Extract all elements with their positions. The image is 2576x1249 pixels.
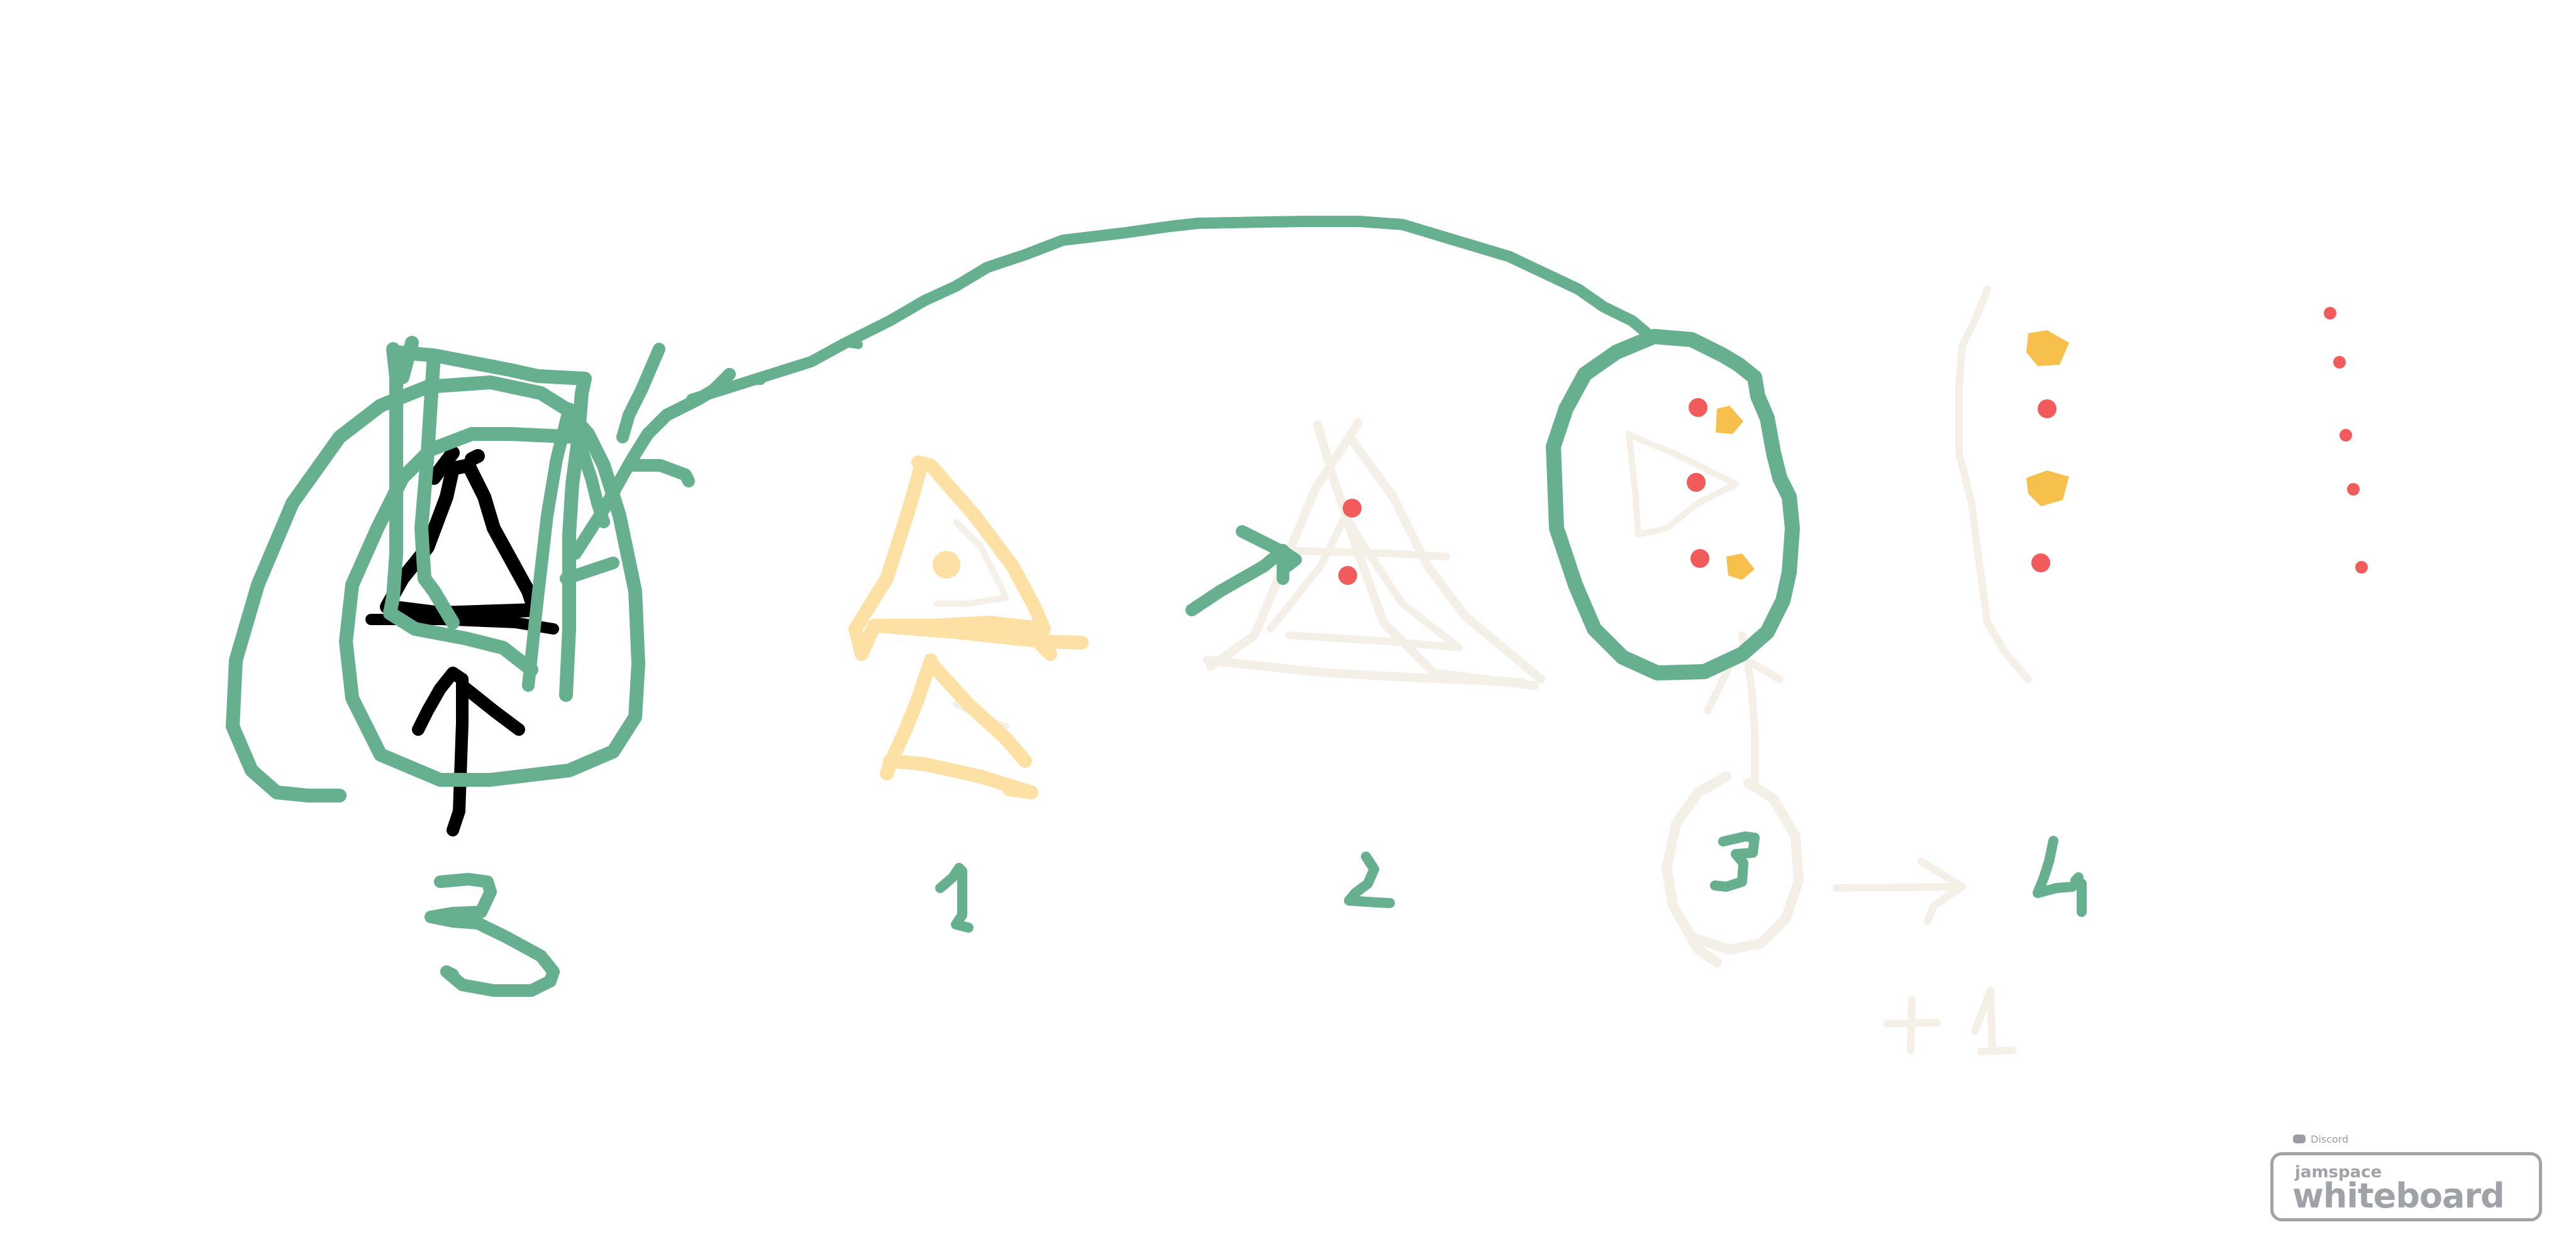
badge-platform-label: Discord xyxy=(2311,1133,2349,1145)
label-two: 2 xyxy=(1365,888,1368,895)
label-three-circled: 3 xyxy=(1733,869,1736,876)
badge-name-large: whiteboard xyxy=(2292,1176,2505,1216)
red-dot xyxy=(2333,356,2346,369)
red-dot xyxy=(2347,483,2360,496)
green-outer-circle xyxy=(226,375,645,802)
peach-triangles xyxy=(848,455,1089,799)
green-arc-tail xyxy=(747,338,863,385)
green-inner-lines xyxy=(522,343,736,692)
green-oval xyxy=(1546,329,1800,680)
red-dot xyxy=(1338,566,1357,585)
faint-circle xyxy=(1662,772,1804,967)
red-dot xyxy=(2340,429,2352,441)
peach-upper-triangle xyxy=(848,455,1089,661)
red-dot xyxy=(1689,398,1707,417)
peach-dot xyxy=(933,551,960,579)
peach-lower-triangle xyxy=(880,653,1038,799)
label-group-three: 3 xyxy=(465,957,469,964)
faint-cone-shape xyxy=(1626,431,1739,538)
jamspace-whiteboard-badge[interactable]: Discord jamspace whiteboard xyxy=(2270,1132,2547,1225)
label-one: 1 xyxy=(950,907,953,914)
orange-dot xyxy=(2026,330,2069,366)
black-arrow xyxy=(412,667,525,836)
green-oval-group xyxy=(1546,329,1800,680)
faint-drawings xyxy=(934,286,2032,1055)
numeral-three-large xyxy=(425,873,560,997)
red-dot xyxy=(1690,549,1709,568)
red-dot xyxy=(2324,307,2336,319)
orange-dot xyxy=(1716,406,1743,434)
badge-name-small: jamspace xyxy=(2295,1163,2382,1182)
arrow-right-icon xyxy=(1833,858,1966,925)
faint-inner-triangle xyxy=(1267,512,1463,652)
numeral-two xyxy=(1344,852,1395,908)
red-dot xyxy=(1343,499,1362,518)
green-scribble-group xyxy=(226,336,736,802)
red-dot xyxy=(2355,561,2368,574)
label-four: 4 xyxy=(2057,888,2060,895)
dot-column-left xyxy=(2026,330,2069,572)
red-dot xyxy=(2031,553,2050,572)
badge-platform-row: Discord xyxy=(2293,1132,2348,1146)
green-small-arrow xyxy=(1185,525,1302,616)
black-figure xyxy=(365,446,559,836)
numeral-one xyxy=(935,863,974,933)
green-connecting-arc xyxy=(686,216,1657,405)
faint-bracket xyxy=(1955,286,2032,683)
faint-plus-one xyxy=(1883,987,2016,1055)
red-dot xyxy=(2038,399,2057,418)
badge-logo-box: jamspace whiteboard xyxy=(2270,1152,2542,1221)
discord-icon xyxy=(2293,1135,2306,1143)
orange-dot xyxy=(2026,470,2069,506)
green-numerals xyxy=(425,525,2087,997)
red-dot xyxy=(1687,473,1706,492)
label-plus-one: +1 xyxy=(1937,1026,1945,1033)
green-rectangle xyxy=(383,336,592,702)
dot-column-right xyxy=(2324,307,2368,574)
numeral-four xyxy=(2033,836,2087,917)
orange-dot xyxy=(1726,553,1755,580)
numeral-three-circled xyxy=(1710,831,1760,892)
